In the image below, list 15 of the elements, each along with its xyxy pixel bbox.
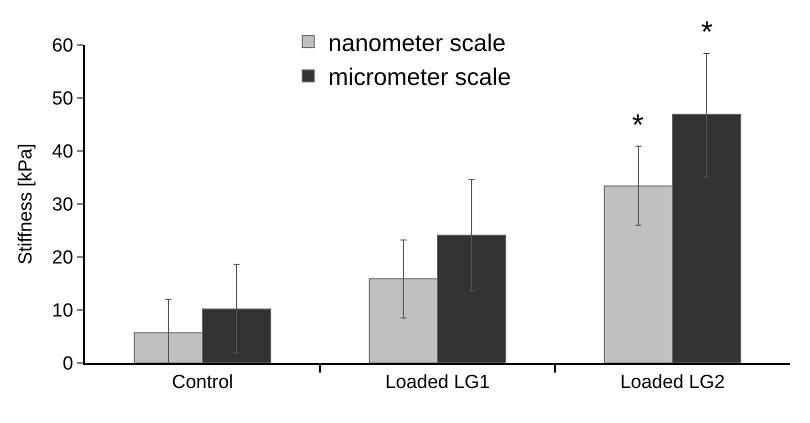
x-tick-label: Loaded LG2 <box>620 372 725 393</box>
legend-label: nanometer scale <box>328 30 506 58</box>
y-tick-label: 30 <box>52 194 74 216</box>
y-tick-label: 20 <box>52 248 74 269</box>
y-tick-label: 0 <box>62 354 74 375</box>
y-axis-title: Stiffness [kPa] <box>15 143 36 265</box>
y-tick-label: 50 <box>52 88 74 110</box>
y-tick-label: 40 <box>52 142 74 163</box>
x-tick-label: Loaded LG1 <box>385 372 490 393</box>
y-tick-label: 60 <box>52 36 74 57</box>
annotation: * <box>701 16 713 49</box>
x-tick-label: Control <box>172 372 234 393</box>
legend-label: micrometer scale <box>328 64 511 92</box>
annotation: * <box>632 109 644 142</box>
y-tick-label: 10 <box>52 300 74 322</box>
